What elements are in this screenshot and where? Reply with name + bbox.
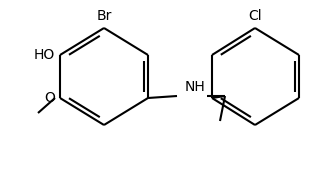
Text: HO: HO [34,48,55,62]
Text: Cl: Cl [248,9,262,23]
Text: Br: Br [96,9,112,23]
Text: O: O [44,91,55,105]
Text: NH: NH [184,80,205,94]
